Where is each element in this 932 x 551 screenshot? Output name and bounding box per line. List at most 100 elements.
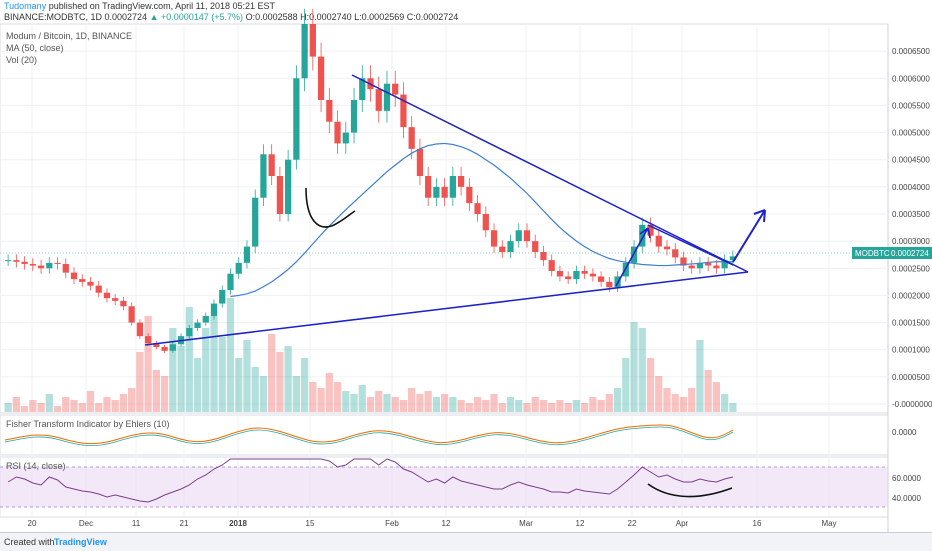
volume-bar — [317, 388, 325, 412]
price-tick-label: 0.0004000 — [892, 183, 930, 192]
volume-bar — [498, 403, 506, 412]
price-chart[interactable]: 0.0006500 0.0006000 0.0005500 0.0005000 0.00… — [0, 0, 932, 532]
last-price-value: 0.0002724 — [891, 249, 929, 258]
volume-bar — [515, 400, 523, 412]
time-tick-label: 15 — [306, 519, 315, 528]
candle-body — [145, 336, 152, 344]
candle-body — [705, 262, 712, 266]
volume-bar — [128, 388, 136, 412]
chart-title: Modum / Bitcoin, 1D, BINANCE — [6, 31, 132, 41]
volume-bar — [45, 394, 53, 412]
candle-body — [202, 316, 209, 323]
candle-body — [95, 285, 102, 293]
volume-bar — [441, 394, 449, 412]
volume-bar — [226, 298, 235, 412]
candle-body — [276, 176, 284, 214]
volume-bar — [564, 403, 572, 412]
candle-body — [375, 89, 382, 111]
candle-body — [457, 176, 465, 187]
volume-bar — [416, 394, 424, 412]
candle-body — [350, 100, 358, 133]
volume-bar — [391, 397, 399, 412]
candle-body — [128, 306, 135, 323]
volume-bar — [333, 382, 342, 412]
candle-body — [243, 246, 251, 263]
candle-body — [70, 272, 78, 280]
volume-bar — [465, 403, 473, 412]
volume-bar — [111, 400, 119, 412]
time-tick-label: Dec — [79, 519, 93, 528]
breakout-arrow — [615, 227, 651, 287]
candle-body — [62, 263, 69, 273]
volume-bar — [432, 397, 441, 412]
rsi-axis-label-40: 40.0000 — [892, 494, 921, 503]
time-tick-label: 16 — [753, 519, 762, 528]
publish-info: published on TradingView.com, April 11, … — [48, 1, 276, 11]
price-axis: 0.0006500 0.0006000 0.0005500 0.0005000 0.00… — [892, 47, 932, 409]
last-price-symbol: MODBTC — [855, 249, 890, 258]
candle-body — [474, 203, 481, 214]
candle-body — [507, 241, 514, 252]
candle-body — [523, 230, 531, 242]
author-link[interactable]: Tudomany — [4, 1, 47, 11]
time-tick-label: Feb — [385, 519, 399, 528]
volume-bar — [358, 385, 366, 412]
rsi-cup-curve — [647, 483, 733, 498]
volume-bar — [729, 403, 737, 412]
volume-bars — [4, 298, 737, 412]
candle-body — [136, 322, 144, 337]
volume-bar — [523, 403, 531, 412]
volume-bar — [663, 388, 671, 412]
candle-body — [441, 186, 448, 198]
tradingview-brand[interactable]: TradingView — [54, 537, 107, 547]
candle-body — [556, 271, 564, 277]
price-tick-label: 0.0000500 — [892, 373, 930, 382]
candle-body — [285, 159, 292, 214]
volume-bar — [325, 373, 333, 412]
volume-bar — [655, 376, 663, 412]
volume-bar — [688, 388, 696, 412]
candle-body — [482, 214, 489, 231]
volume-bar — [37, 403, 45, 412]
volume-bar — [539, 400, 548, 412]
candle-body — [309, 24, 316, 57]
volume-bar — [506, 397, 515, 412]
price-tick-label: 0.0003500 — [892, 210, 930, 219]
volume-bar — [696, 340, 704, 412]
candle-body — [54, 262, 61, 264]
candle-body — [21, 261, 28, 264]
price-tick-label: 0.0005500 — [892, 101, 930, 110]
main-pane — [0, 23, 889, 414]
price-tick-label: 0.0003000 — [892, 237, 930, 246]
price-tick-label: 0.0004500 — [892, 156, 930, 165]
volume-bar — [53, 406, 62, 412]
volume-bar — [350, 394, 358, 412]
price-change: ▲ +0.0000147 (+5.7%) — [149, 12, 244, 22]
candle-body — [219, 290, 226, 304]
volume-bar — [721, 394, 729, 412]
candle-body — [252, 197, 259, 247]
volume-bar — [646, 358, 655, 412]
price-tick-label: 0.0001000 — [892, 346, 930, 355]
volume-bar — [622, 358, 630, 412]
candle-body — [260, 154, 267, 198]
time-tick-label: 12 — [442, 519, 451, 528]
volume-bar — [548, 403, 556, 412]
volume-bar — [556, 400, 564, 412]
candle-body — [573, 271, 580, 280]
time-tick-label: May — [821, 519, 836, 528]
ohlc-values: O:0.0002588 H:0.0002740 L:0.0002569 C:0.… — [245, 12, 459, 22]
volume-bar — [597, 400, 605, 412]
ma50-line — [230, 142, 733, 298]
target-arrow — [732, 209, 766, 263]
volume-bar — [424, 391, 432, 412]
volume-bar — [210, 316, 218, 412]
grid-lines — [0, 24, 888, 517]
time-tick-label: 12 — [576, 519, 585, 528]
volume-bar — [613, 388, 622, 412]
time-tick-label: 11 — [132, 519, 141, 528]
volume-bar — [152, 370, 160, 412]
candle-body — [334, 121, 341, 144]
footer-bar: Created with TradingView — [0, 532, 932, 551]
candle-body — [449, 176, 456, 198]
